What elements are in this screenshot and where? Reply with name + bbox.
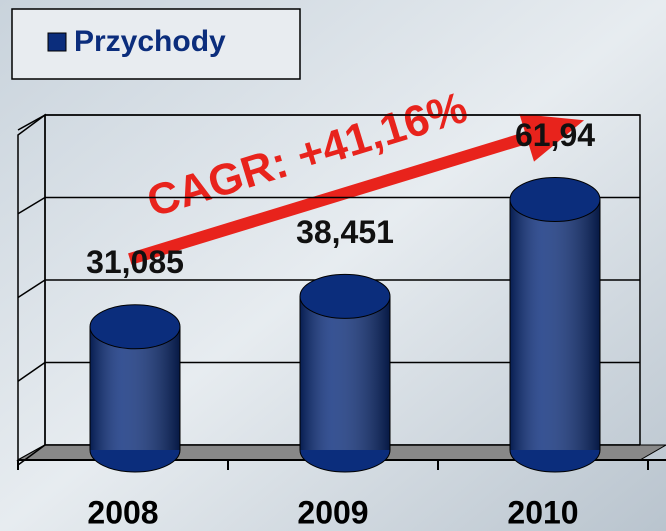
arrow-head [519, 113, 585, 162]
grid-line-side [17, 114, 46, 131]
arrow-shaft [128, 127, 543, 265]
cylinder-top [509, 176, 601, 222]
legend-swatch [47, 32, 67, 52]
value-label: 38,451 [296, 214, 394, 250]
x-tick-label: 2009 [297, 494, 368, 530]
value-label: 61,94 [515, 117, 595, 153]
grid-line-side [17, 279, 46, 299]
legend-label: Przychody [74, 25, 226, 58]
bar-shade [300, 296, 390, 450]
cylinder-top [299, 273, 391, 319]
grid-line-side [17, 444, 46, 466]
x-tick-label: 2008 [87, 494, 158, 530]
x-tick-label: 2010 [507, 494, 578, 530]
value-label: 31,085 [86, 244, 184, 280]
grid-line-side [17, 196, 46, 215]
cylinder-top [89, 304, 181, 350]
grid-line-side [17, 361, 46, 382]
bar-shade [510, 199, 600, 450]
